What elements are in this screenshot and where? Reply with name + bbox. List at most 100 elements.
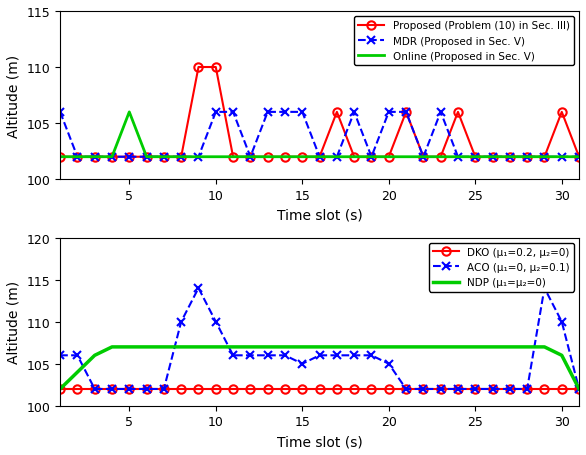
MDR (Proposed in Sec. V) — [264, 110, 271, 116]
Line: ACO (μ₁=0, μ₂=0.1): ACO (μ₁=0, μ₂=0.1) — [56, 284, 583, 393]
Online (Proposed in Sec. V) — [506, 155, 513, 160]
ACO (μ₁=0, μ₂=0.1) — [264, 353, 271, 358]
Online (Proposed in Sec. V) — [455, 155, 462, 160]
Online (Proposed in Sec. V) — [178, 155, 185, 160]
ACO (μ₁=0, μ₂=0.1) — [212, 319, 219, 325]
Proposed (Problem (10) in Sec. III) — [281, 155, 288, 160]
NDP (μ₁=μ₂=0) — [195, 344, 202, 350]
NDP (μ₁=μ₂=0) — [524, 344, 531, 350]
Proposed (Problem (10) in Sec. III) — [316, 155, 323, 160]
NDP (μ₁=μ₂=0) — [178, 344, 185, 350]
Y-axis label: Altitude (m): Altitude (m) — [7, 280, 21, 364]
Proposed (Problem (10) in Sec. III) — [108, 155, 115, 160]
Proposed (Problem (10) in Sec. III) — [489, 155, 496, 160]
Legend: Proposed (Problem (10) in Sec. III), MDR (Proposed in Sec. V), Online (Proposed : Proposed (Problem (10) in Sec. III), MDR… — [354, 17, 574, 66]
ACO (μ₁=0, μ₂=0.1) — [299, 361, 306, 367]
NDP (μ₁=μ₂=0) — [489, 344, 496, 350]
NDP (μ₁=μ₂=0) — [281, 344, 288, 350]
Online (Proposed in Sec. V) — [489, 155, 496, 160]
DKO (μ₁=0.2, μ₂=0) — [455, 386, 462, 392]
Online (Proposed in Sec. V) — [420, 155, 427, 160]
NDP (μ₁=μ₂=0) — [230, 344, 237, 350]
Proposed (Problem (10) in Sec. III) — [264, 155, 271, 160]
Online (Proposed in Sec. V) — [195, 155, 202, 160]
NDP (μ₁=μ₂=0) — [437, 344, 444, 350]
NDP (μ₁=μ₂=0) — [403, 344, 410, 350]
ACO (μ₁=0, μ₂=0.1) — [541, 286, 548, 291]
DKO (μ₁=0.2, μ₂=0) — [178, 386, 185, 392]
Online (Proposed in Sec. V) — [57, 155, 64, 160]
NDP (μ₁=μ₂=0) — [91, 353, 98, 358]
ACO (μ₁=0, μ₂=0.1) — [195, 286, 202, 291]
NDP (μ₁=μ₂=0) — [126, 344, 133, 350]
MDR (Proposed in Sec. V) — [57, 110, 64, 116]
Online (Proposed in Sec. V) — [385, 155, 392, 160]
DKO (μ₁=0.2, μ₂=0) — [161, 386, 168, 392]
DKO (μ₁=0.2, μ₂=0) — [212, 386, 219, 392]
DKO (μ₁=0.2, μ₂=0) — [264, 386, 271, 392]
MDR (Proposed in Sec. V) — [91, 155, 98, 160]
MDR (Proposed in Sec. V) — [108, 155, 115, 160]
Line: MDR (Proposed in Sec. V): MDR (Proposed in Sec. V) — [56, 108, 583, 162]
MDR (Proposed in Sec. V) — [437, 110, 444, 116]
ACO (μ₁=0, μ₂=0.1) — [126, 386, 133, 392]
Line: Proposed (Problem (10) in Sec. III): Proposed (Problem (10) in Sec. III) — [56, 64, 583, 162]
Proposed (Problem (10) in Sec. III) — [385, 155, 392, 160]
Proposed (Problem (10) in Sec. III) — [212, 65, 219, 71]
NDP (μ₁=μ₂=0) — [472, 344, 479, 350]
Online (Proposed in Sec. V) — [74, 155, 81, 160]
Proposed (Problem (10) in Sec. III) — [195, 65, 202, 71]
ACO (μ₁=0, μ₂=0.1) — [558, 319, 565, 325]
ACO (μ₁=0, μ₂=0.1) — [385, 361, 392, 367]
MDR (Proposed in Sec. V) — [368, 155, 375, 160]
Proposed (Problem (10) in Sec. III) — [575, 155, 582, 160]
DKO (μ₁=0.2, μ₂=0) — [230, 386, 237, 392]
MDR (Proposed in Sec. V) — [489, 155, 496, 160]
ACO (μ₁=0, μ₂=0.1) — [403, 386, 410, 392]
MDR (Proposed in Sec. V) — [541, 155, 548, 160]
MDR (Proposed in Sec. V) — [524, 155, 531, 160]
Proposed (Problem (10) in Sec. III) — [299, 155, 306, 160]
NDP (μ₁=μ₂=0) — [161, 344, 168, 350]
NDP (μ₁=μ₂=0) — [541, 344, 548, 350]
Proposed (Problem (10) in Sec. III) — [437, 155, 444, 160]
MDR (Proposed in Sec. V) — [385, 110, 392, 116]
Proposed (Problem (10) in Sec. III) — [178, 155, 185, 160]
NDP (μ₁=μ₂=0) — [108, 344, 115, 350]
Online (Proposed in Sec. V) — [91, 155, 98, 160]
DKO (μ₁=0.2, μ₂=0) — [299, 386, 306, 392]
X-axis label: Time slot (s): Time slot (s) — [277, 208, 363, 222]
Online (Proposed in Sec. V) — [403, 155, 410, 160]
NDP (μ₁=μ₂=0) — [558, 353, 565, 358]
DKO (μ₁=0.2, μ₂=0) — [558, 386, 565, 392]
MDR (Proposed in Sec. V) — [247, 155, 254, 160]
NDP (μ₁=μ₂=0) — [143, 344, 150, 350]
Proposed (Problem (10) in Sec. III) — [143, 155, 150, 160]
ACO (μ₁=0, μ₂=0.1) — [230, 353, 237, 358]
DKO (μ₁=0.2, μ₂=0) — [91, 386, 98, 392]
Online (Proposed in Sec. V) — [472, 155, 479, 160]
DKO (μ₁=0.2, μ₂=0) — [403, 386, 410, 392]
MDR (Proposed in Sec. V) — [316, 155, 323, 160]
NDP (μ₁=μ₂=0) — [316, 344, 323, 350]
Proposed (Problem (10) in Sec. III) — [420, 155, 427, 160]
Online (Proposed in Sec. V) — [108, 155, 115, 160]
ACO (μ₁=0, μ₂=0.1) — [524, 386, 531, 392]
MDR (Proposed in Sec. V) — [420, 155, 427, 160]
Online (Proposed in Sec. V) — [281, 155, 288, 160]
Proposed (Problem (10) in Sec. III) — [558, 110, 565, 116]
NDP (μ₁=μ₂=0) — [333, 344, 340, 350]
Line: DKO (μ₁=0.2, μ₂=0): DKO (μ₁=0.2, μ₂=0) — [56, 385, 583, 393]
MDR (Proposed in Sec. V) — [506, 155, 513, 160]
Online (Proposed in Sec. V) — [368, 155, 375, 160]
MDR (Proposed in Sec. V) — [455, 155, 462, 160]
Online (Proposed in Sec. V) — [247, 155, 254, 160]
Proposed (Problem (10) in Sec. III) — [230, 155, 237, 160]
MDR (Proposed in Sec. V) — [143, 155, 150, 160]
NDP (μ₁=μ₂=0) — [455, 344, 462, 350]
DKO (μ₁=0.2, μ₂=0) — [281, 386, 288, 392]
MDR (Proposed in Sec. V) — [333, 155, 340, 160]
NDP (μ₁=μ₂=0) — [350, 344, 357, 350]
MDR (Proposed in Sec. V) — [178, 155, 185, 160]
ACO (μ₁=0, μ₂=0.1) — [161, 386, 168, 392]
